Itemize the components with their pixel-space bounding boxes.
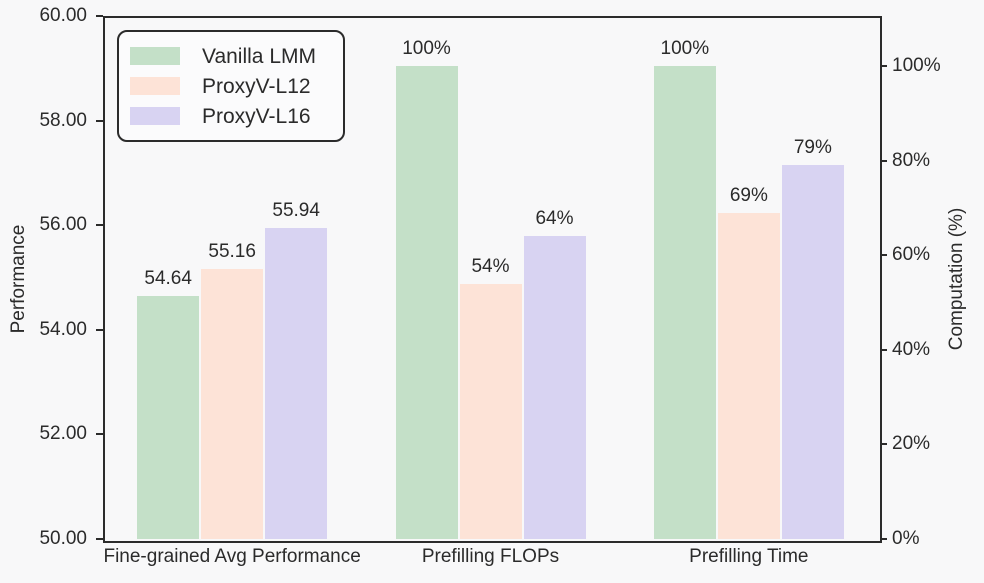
legend-label-proxyv-l16: ProxyV-L16	[202, 104, 311, 128]
legend-item-proxyv-l12: ProxyV-L12	[130, 72, 329, 100]
right-axis-tick	[880, 159, 887, 162]
bar-value-label: 100%	[660, 37, 710, 59]
bar-vanilla-lmm	[395, 65, 458, 539]
right-axis-tick	[880, 538, 887, 540]
right-axis-tick	[880, 254, 887, 257]
bar-proxyv-l12	[717, 212, 780, 539]
legend-swatch-proxyv-l12	[130, 77, 180, 95]
legend-swatch-proxyv-l16	[130, 107, 180, 125]
left-axis-tick	[96, 119, 103, 122]
left-axis-tick	[96, 433, 103, 436]
left-axis-tick-label: 54.00	[39, 318, 87, 340]
bar-vanilla-lmm	[137, 296, 200, 539]
bar-value-label: 100%	[402, 37, 451, 59]
right-axis-tick-label: 80%	[892, 149, 931, 171]
left-axis-tick	[96, 15, 103, 17]
left-axis-tick	[96, 538, 103, 540]
right-axis-tick-label: 20%	[892, 433, 931, 455]
right-axis-tick	[880, 348, 887, 351]
legend-item-proxyv-l16: ProxyV-L16	[130, 102, 329, 130]
right-axis-tick	[880, 443, 887, 446]
x-category-label: Prefilling Time	[689, 546, 809, 567]
legend: Vanilla LMM ProxyV-L12 ProxyV-L16	[117, 30, 345, 142]
legend-label-vanilla-lmm: Vanilla LMM	[202, 44, 316, 68]
right-axis-tick-label: 40%	[892, 338, 931, 360]
bar-value-label: 69%	[729, 184, 768, 206]
left-axis-tick-label: 50.00	[39, 528, 87, 549]
left-axis-tick-label: 60.00	[39, 5, 87, 26]
right-axis-tick	[880, 64, 887, 67]
bar-value-label: 54%	[471, 255, 510, 277]
left-axis-tick-label: 58.00	[39, 109, 87, 131]
legend-label-proxyv-l12: ProxyV-L12	[202, 74, 311, 98]
bar-proxyv-l12	[459, 283, 522, 539]
bar-value-label: 55.94	[272, 200, 320, 222]
bar-proxyv-l12	[201, 269, 264, 539]
bar-value-label: 64%	[535, 208, 574, 230]
bar-value-label: 55.16	[208, 241, 256, 263]
bar-proxyv-l16	[265, 228, 328, 539]
left-axis-tick	[96, 224, 103, 227]
legend-swatch-vanilla-lmm	[130, 47, 180, 65]
bar-proxyv-l16	[523, 236, 586, 539]
right-axis-tick-label: 60%	[892, 244, 931, 266]
x-category-label: Fine-grained Avg Performance	[103, 546, 361, 567]
left-axis-title: Performance	[8, 224, 29, 334]
bar-value-label: 79%	[793, 137, 832, 159]
right-axis-tick-label: 100%	[892, 54, 941, 76]
bar-proxyv-l16	[781, 165, 844, 539]
bar-vanilla-lmm	[653, 65, 716, 539]
left-axis-tick-label: 56.00	[39, 214, 87, 236]
x-category-label: Prefilling FLOPs	[421, 546, 560, 567]
left-axis-tick-label: 52.00	[39, 423, 87, 445]
left-axis-tick	[96, 328, 103, 331]
legend-item-vanilla-lmm: Vanilla LMM	[130, 42, 329, 70]
right-axis-tick-label: 0%	[892, 528, 920, 549]
right-axis-title: Computation (%)	[946, 207, 967, 351]
bar-value-label: 54.64	[144, 268, 192, 290]
